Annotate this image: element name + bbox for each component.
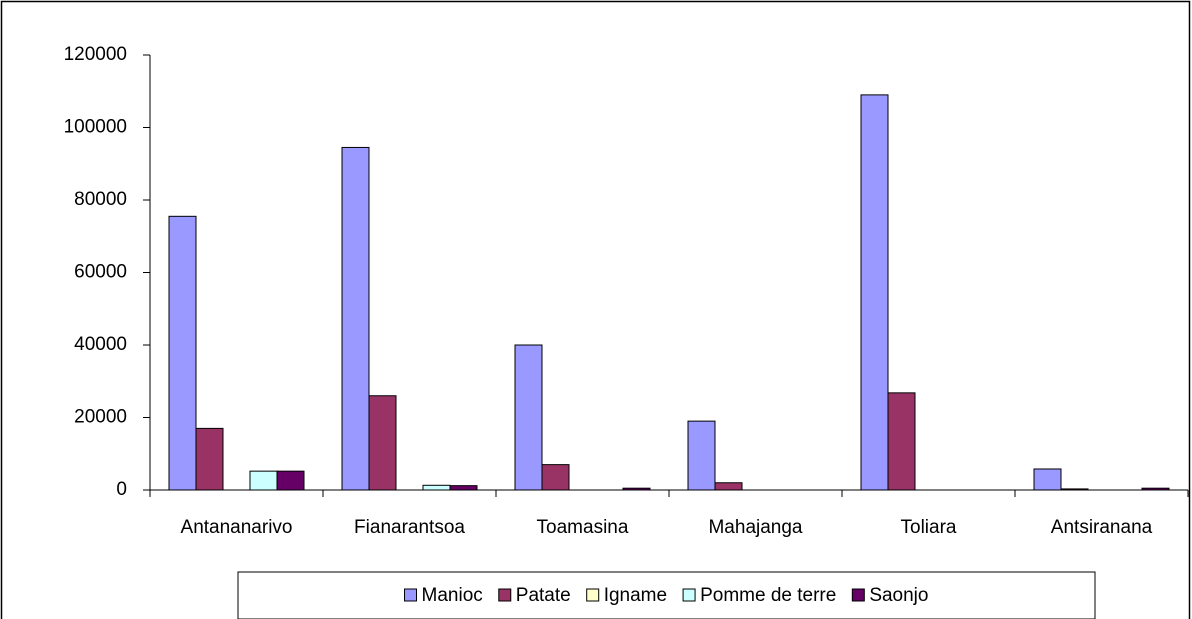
legend-swatch [586, 588, 600, 602]
bar [714, 482, 743, 491]
y-tick-label: 40000 [74, 334, 127, 355]
bar [422, 484, 451, 491]
bar [514, 344, 543, 491]
x-tick-label: Toliara [901, 517, 957, 538]
y-tick-label: 60000 [74, 262, 127, 283]
legend-label: Pomme de terre [700, 585, 836, 606]
y-tick-label: 80000 [74, 189, 127, 210]
x-tick-label: Mahajanga [708, 517, 802, 538]
bar [449, 485, 478, 491]
legend-label: Saonjo [869, 585, 928, 606]
legend-items: Manioc Patate Igname Pomme de terre Saonjo [404, 585, 928, 606]
x-tick-label: Antsiranana [1051, 517, 1153, 538]
legend-label: Manioc [422, 585, 483, 606]
bar [341, 146, 370, 491]
bar [1033, 468, 1062, 491]
legend-swatch [498, 588, 512, 602]
bar [168, 215, 197, 491]
y-tick-label: 100000 [64, 117, 127, 138]
bar [541, 464, 570, 491]
bar [276, 470, 305, 491]
legend-swatch [404, 588, 418, 602]
legend-label: Patate [516, 585, 571, 606]
bar [687, 420, 716, 491]
bar [195, 427, 224, 491]
legend-swatch [851, 588, 865, 602]
bar [860, 94, 889, 491]
y-tick-label: 120000 [64, 44, 127, 65]
bar [887, 392, 916, 491]
legend [237, 571, 1096, 619]
legend-swatch [682, 588, 696, 602]
x-tick-label: Toamasina [537, 517, 629, 538]
x-tick-label: Antananarivo [181, 517, 293, 538]
x-tick-label: Fianarantsoa [354, 517, 465, 538]
y-tick-label: 20000 [74, 407, 127, 428]
bar [249, 470, 278, 491]
legend-label: Igname [604, 585, 667, 606]
y-tick-label: 0 [116, 479, 127, 500]
bar [368, 395, 397, 491]
